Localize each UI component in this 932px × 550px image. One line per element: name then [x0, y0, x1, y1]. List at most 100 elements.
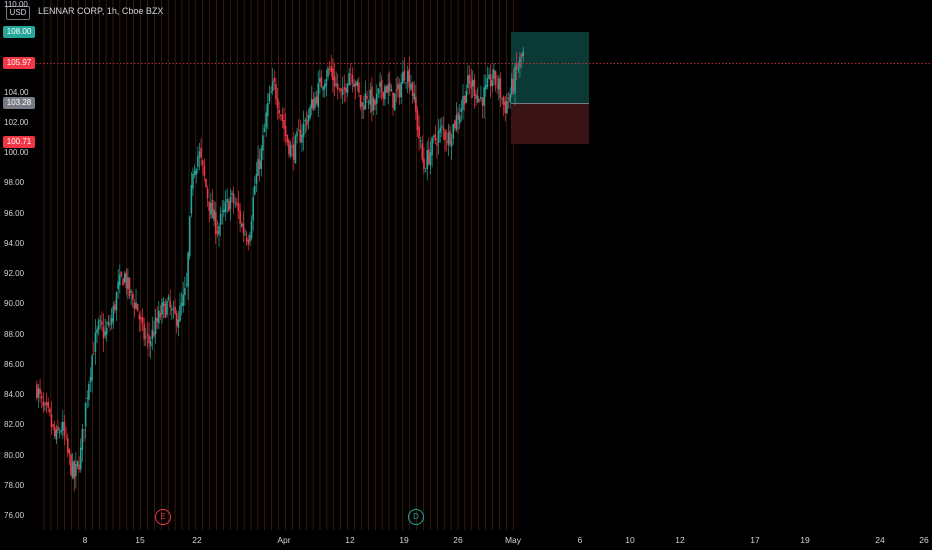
- candle: [227, 198, 230, 212]
- candle: [104, 318, 106, 339]
- candle: [307, 108, 310, 130]
- candle: [471, 70, 474, 99]
- candle: [419, 136, 422, 149]
- candle: [450, 133, 453, 161]
- candle: [149, 336, 152, 359]
- candle: [319, 69, 321, 94]
- candle: [327, 65, 329, 81]
- candle: [153, 320, 155, 338]
- candle: [244, 228, 246, 237]
- candle: [501, 96, 503, 105]
- candle: [94, 319, 97, 365]
- candle: [39, 378, 41, 403]
- candle: [197, 146, 199, 174]
- candle: [423, 147, 425, 174]
- candle: [36, 380, 38, 401]
- candle: [447, 123, 450, 156]
- price-axis-label: 90.00: [4, 299, 25, 309]
- candle: [380, 75, 383, 100]
- candle: [468, 65, 471, 95]
- stop-zone[interactable]: [511, 103, 589, 144]
- candle: [169, 289, 171, 316]
- candle: [252, 186, 254, 232]
- candle: [213, 200, 215, 227]
- candle: [131, 291, 134, 308]
- candle: [76, 460, 79, 470]
- candle: [496, 74, 498, 95]
- candle: [53, 420, 56, 439]
- candle: [140, 311, 142, 332]
- earnings-event-icon[interactable]: E: [155, 509, 171, 525]
- candle: [174, 298, 176, 316]
- time-axis-label: 12: [345, 535, 355, 545]
- price-axis-label: 94.00: [4, 238, 25, 248]
- dividend-event-icon[interactable]: D: [408, 509, 424, 525]
- candle: [275, 77, 277, 106]
- candle: [166, 298, 168, 318]
- candle: [52, 423, 54, 431]
- target-zone[interactable]: [511, 32, 589, 103]
- time-axis-label: 12: [675, 535, 685, 545]
- price-axis-label: 84.00: [4, 390, 25, 399]
- candle: [184, 276, 186, 306]
- candle: [395, 77, 398, 103]
- candle: [84, 402, 87, 439]
- candle: [362, 95, 365, 120]
- candle: [112, 302, 115, 330]
- candle: [109, 315, 111, 332]
- price-axis-label: 86.00: [4, 359, 25, 369]
- candle: [291, 137, 293, 158]
- candle: [439, 118, 442, 143]
- candle: [247, 234, 250, 251]
- candle: [502, 95, 505, 116]
- candle: [389, 71, 391, 96]
- candle: [185, 272, 188, 288]
- candle: [280, 114, 282, 121]
- candle: [88, 381, 90, 408]
- candle: [424, 167, 427, 173]
- candle: [349, 62, 352, 86]
- candle: [122, 277, 124, 286]
- candle: [499, 72, 502, 108]
- entry-price-tag: 103.28: [3, 97, 35, 110]
- current-price-tag: 105.97: [3, 56, 35, 69]
- candle: [356, 78, 359, 92]
- candle: [188, 215, 191, 260]
- candle: [201, 159, 204, 175]
- candle: [462, 83, 464, 120]
- candle: [105, 321, 108, 342]
- candle: [40, 390, 43, 409]
- candle: [480, 85, 482, 102]
- candle: [125, 269, 128, 295]
- candle: [271, 67, 274, 96]
- time-axis-label: 19: [399, 535, 409, 545]
- currency-badge[interactable]: USD: [6, 6, 30, 20]
- candle: [476, 87, 479, 104]
- candle: [187, 251, 189, 300]
- candle: [135, 288, 137, 310]
- candle: [86, 389, 89, 409]
- candle: [314, 91, 316, 111]
- time-axis-label: 19: [800, 535, 810, 545]
- candle: [159, 304, 162, 320]
- candle: [118, 264, 121, 294]
- candle: [101, 311, 103, 332]
- candle: [497, 75, 500, 101]
- candle: [44, 401, 46, 411]
- time-axis-label: 22: [192, 535, 202, 545]
- candle: [392, 92, 394, 116]
- candle: [455, 102, 458, 133]
- candle: [110, 307, 113, 330]
- time-axis-label: 17: [750, 535, 760, 545]
- target-price-tag: 108.00: [3, 26, 35, 38]
- candle: [99, 315, 102, 329]
- candle: [315, 90, 318, 106]
- candle: [240, 221, 243, 228]
- candle: [114, 300, 116, 314]
- candle: [210, 192, 212, 219]
- candle: [211, 189, 214, 219]
- candle: [387, 73, 389, 105]
- candle: [257, 145, 259, 177]
- candle: [253, 176, 256, 196]
